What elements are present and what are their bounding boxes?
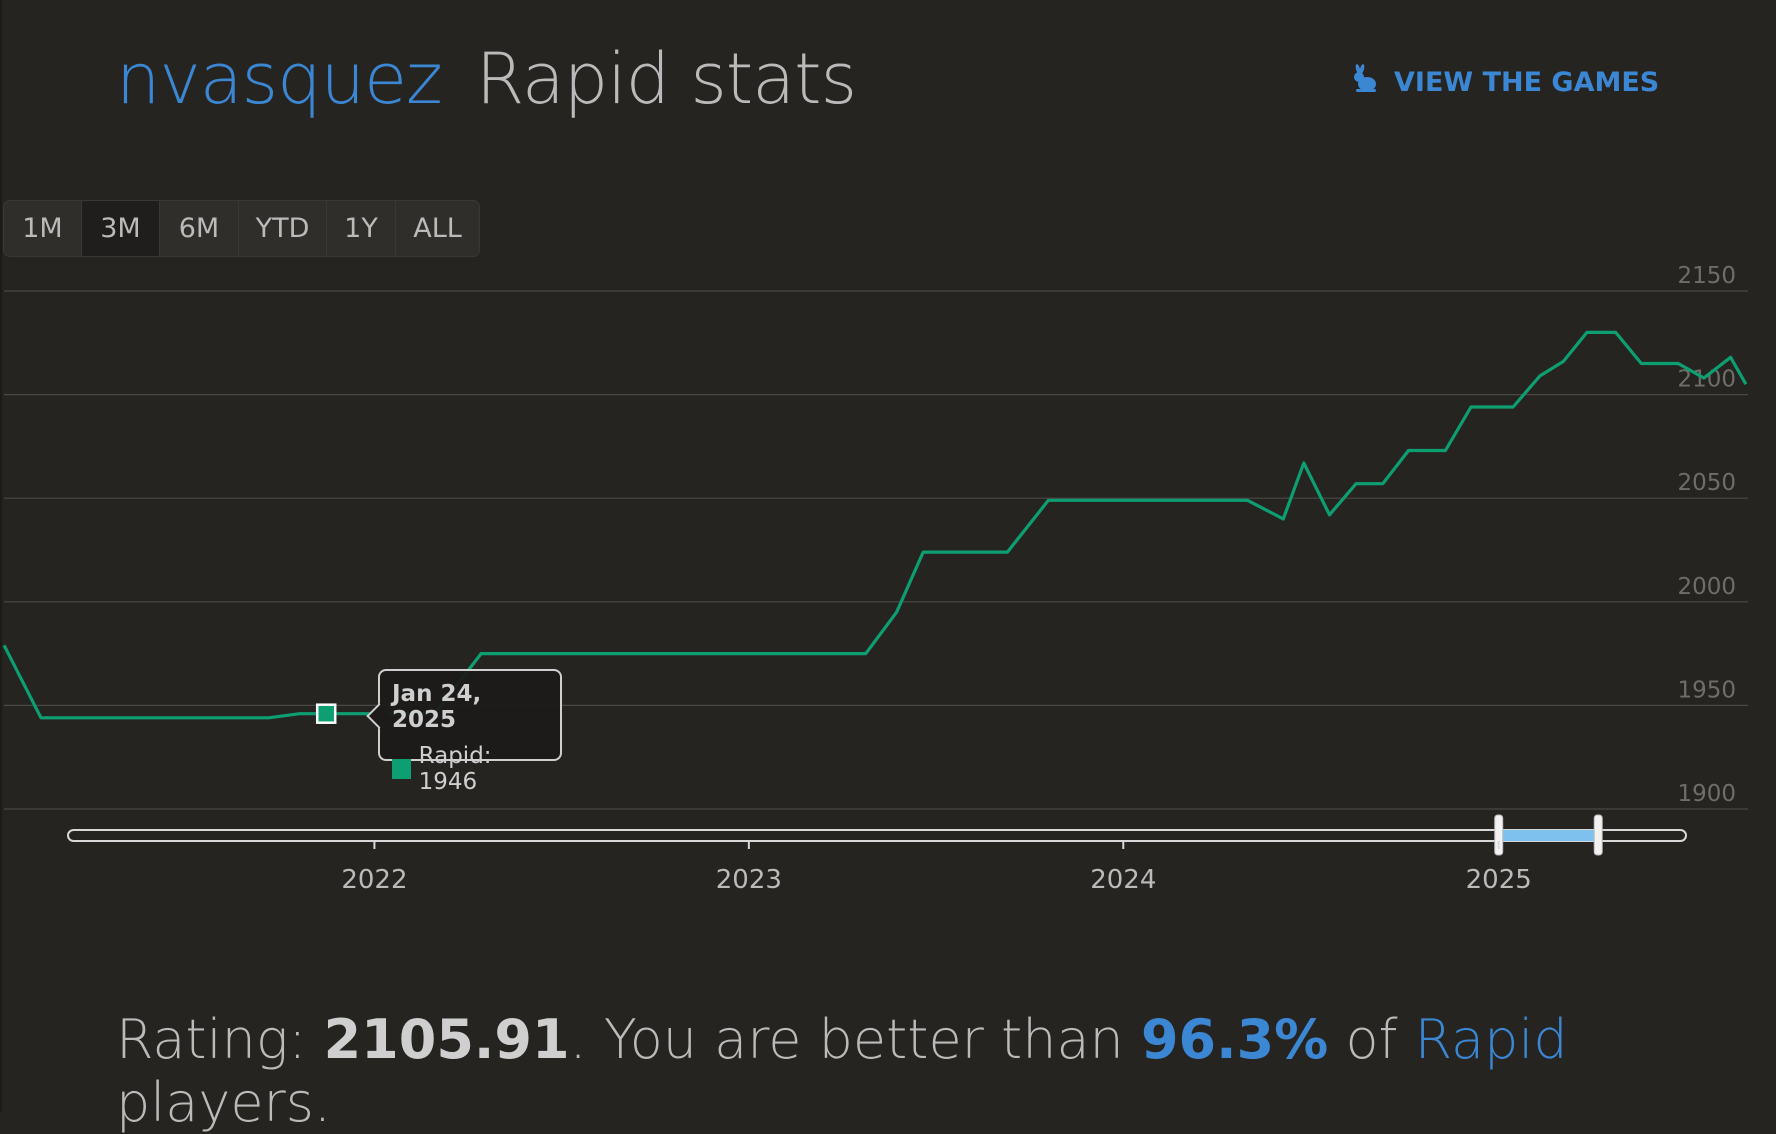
x-tick-label-2024: 2024 (1090, 865, 1156, 895)
summary-of: of (1328, 1008, 1415, 1071)
range-button-1m[interactable]: 1M (4, 201, 82, 256)
range-button-1y[interactable]: 1Y (327, 201, 396, 256)
y-tick-label-1950: 1950 (1677, 677, 1736, 703)
y-tick-label-2100: 2100 (1677, 367, 1736, 393)
tooltip-swatch (392, 759, 411, 779)
x-axis-labels: 2022 2023 2024 2025 (341, 841, 1532, 895)
y-tick-label-2150: 2150 (1677, 263, 1736, 289)
page-header: nvasquez Rapid stats (116, 38, 857, 138)
summary-mid: . You are better than (569, 1008, 1141, 1071)
range-button-all[interactable]: ALL (413, 213, 462, 244)
tooltip-date: Jan 24, 2025 (392, 681, 482, 733)
y-tick-label-2000: 2000 (1677, 574, 1736, 600)
percentile-value: 96.3% (1140, 1008, 1329, 1071)
chart-grid (4, 290, 1748, 810)
rating-summary: Rating: 2105.91. You are better than 96.… (116, 1008, 1776, 1134)
range-button-3m[interactable]: 3M (82, 201, 160, 256)
y-tick-label-1900: 1900 (1677, 781, 1736, 807)
navigator-handle-right (1593, 814, 1603, 856)
range-button-ytd[interactable]: YTD (239, 201, 327, 256)
y-tick-label-2050: 2050 (1677, 470, 1736, 496)
summary-prefix: Rating: (116, 1008, 324, 1071)
chart-series (2, 330, 1748, 720)
view-games-label: VIEW THE GAMES (1394, 67, 1660, 98)
series-line-rapid (2, 330, 1748, 720)
rabbit-icon (1350, 64, 1380, 101)
x-tick-label-2025: 2025 (1466, 865, 1532, 895)
hover-point-marker (315, 703, 337, 724)
y-axis-labels: 1900 1950 2000 2050 2100 2150 (1677, 263, 1736, 807)
tooltip-row: Rapid: 1946 (392, 743, 548, 795)
navigator-selection (1498, 830, 1599, 841)
rating-value: 2105.91 (323, 1008, 570, 1071)
navigator-track (67, 829, 1687, 842)
perf-type-link[interactable]: Rapid (1414, 1008, 1568, 1071)
chart-tooltip: Jan 24, 2025 Rapid: 1946 (366, 669, 562, 795)
range-selector: 1M 3M 6M YTD 1Y ALL (3, 200, 480, 257)
navigator (67, 814, 1687, 856)
chart-hover-marker (315, 703, 337, 724)
page-left-border (0, 0, 2, 1112)
range-button-6m[interactable]: 6M (160, 201, 239, 256)
username-link[interactable]: nvasquez (116, 38, 443, 120)
x-tick-label-2022: 2022 (341, 865, 407, 895)
page-title: Rapid stats (475, 38, 857, 120)
view-games-link[interactable]: VIEW THE GAMES (1350, 64, 1659, 101)
summary-suffix: players. (116, 1071, 332, 1134)
navigator-handle-left (1494, 814, 1504, 856)
tooltip-value: Rapid: 1946 (418, 743, 492, 795)
x-tick-label-2023: 2023 (716, 865, 782, 895)
